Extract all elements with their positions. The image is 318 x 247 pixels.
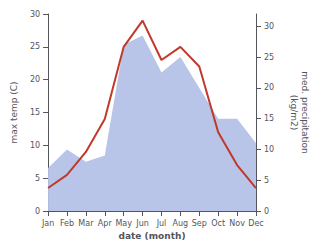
svg-text:Oct: Oct bbox=[211, 219, 225, 228]
svg-text:20: 20 bbox=[30, 75, 40, 84]
svg-text:10: 10 bbox=[264, 145, 274, 154]
svg-text:med. precipitation: med. precipitation bbox=[300, 71, 310, 153]
svg-text:25: 25 bbox=[30, 42, 40, 51]
svg-text:5: 5 bbox=[35, 174, 40, 183]
svg-text:Apr: Apr bbox=[98, 219, 113, 228]
svg-text:Jun: Jun bbox=[135, 219, 149, 228]
svg-text:max temp (C): max temp (C) bbox=[9, 81, 19, 143]
svg-text:Nov: Nov bbox=[229, 219, 245, 228]
svg-text:(kg/m2): (kg/m2) bbox=[289, 95, 299, 130]
svg-text:Aug: Aug bbox=[173, 219, 189, 228]
svg-text:Sep: Sep bbox=[192, 219, 207, 228]
svg-text:20: 20 bbox=[264, 83, 274, 92]
svg-text:0: 0 bbox=[35, 207, 40, 216]
svg-text:15: 15 bbox=[264, 114, 274, 123]
svg-text:25: 25 bbox=[264, 53, 274, 62]
svg-text:Jul: Jul bbox=[156, 219, 167, 228]
svg-text:Dec: Dec bbox=[248, 219, 263, 228]
svg-text:May: May bbox=[115, 219, 132, 228]
svg-text:15: 15 bbox=[30, 108, 40, 117]
svg-text:Feb: Feb bbox=[60, 219, 74, 228]
svg-text:5: 5 bbox=[264, 176, 269, 185]
svg-text:0: 0 bbox=[264, 207, 269, 216]
svg-text:30: 30 bbox=[30, 10, 40, 19]
svg-text:30: 30 bbox=[264, 22, 274, 31]
svg-text:date (month): date (month) bbox=[119, 231, 186, 241]
svg-text:Mar: Mar bbox=[78, 219, 94, 228]
svg-text:10: 10 bbox=[30, 141, 40, 150]
svg-text:Jan: Jan bbox=[41, 219, 54, 228]
